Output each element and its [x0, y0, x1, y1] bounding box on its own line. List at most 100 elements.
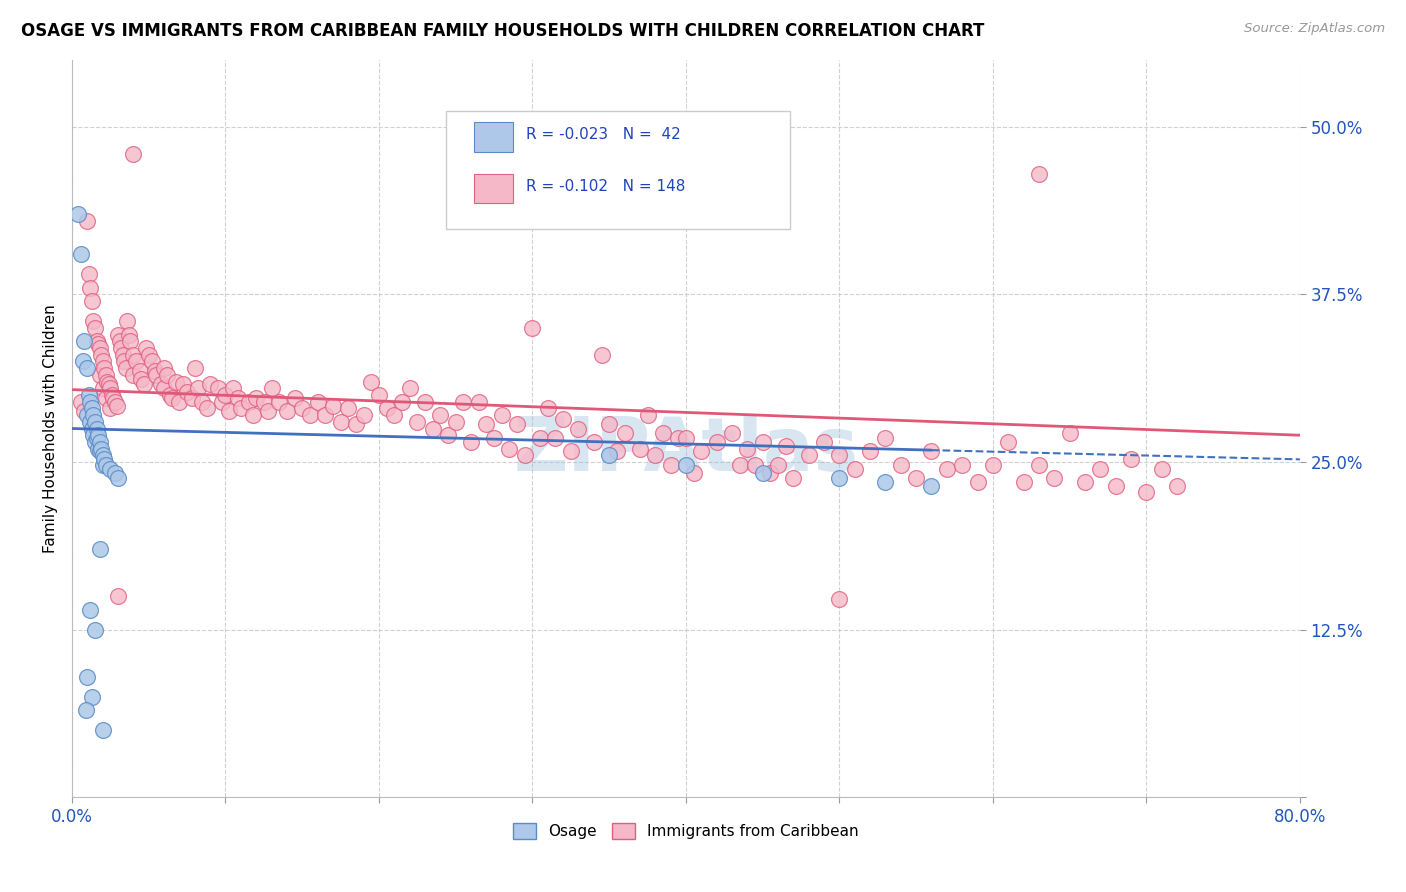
Point: [76, 408, 98, 422]
Point: [560, 444, 582, 458]
Point: [598, 448, 620, 462]
Point: [169, 394, 191, 409]
Point: [644, 448, 666, 462]
Point: [1059, 425, 1081, 440]
Point: [375, 401, 398, 416]
Point: [90, 348, 112, 362]
Point: [107, 471, 129, 485]
Point: [122, 368, 145, 382]
Point: [67, 207, 90, 221]
Point: [890, 458, 912, 472]
Point: [84, 623, 107, 637]
Point: [125, 354, 148, 368]
Point: [238, 394, 260, 409]
Point: [80, 690, 103, 704]
Point: [84, 434, 107, 449]
Point: [737, 442, 759, 456]
Point: [153, 361, 176, 376]
Point: [91, 448, 114, 462]
Point: [94, 391, 117, 405]
Point: [120, 334, 142, 349]
Point: [337, 401, 360, 416]
Point: [690, 444, 713, 458]
Point: [751, 434, 773, 449]
Point: [997, 434, 1019, 449]
Point: [89, 341, 111, 355]
Point: [766, 458, 789, 472]
Point: [260, 381, 283, 395]
Point: [242, 408, 264, 422]
Point: [775, 439, 797, 453]
Point: [160, 391, 183, 405]
Point: [828, 448, 851, 462]
Point: [129, 372, 152, 386]
Point: [77, 267, 100, 281]
Text: ZIPAtlas: ZIPAtlas: [513, 414, 859, 487]
Point: [628, 442, 651, 456]
Point: [89, 542, 111, 557]
Point: [176, 385, 198, 400]
Point: [91, 458, 114, 472]
Point: [307, 394, 329, 409]
Point: [100, 381, 122, 395]
Point: [553, 412, 575, 426]
Point: [276, 404, 298, 418]
Point: [184, 361, 207, 376]
Point: [368, 388, 391, 402]
Point: [89, 368, 111, 382]
Point: [591, 348, 613, 362]
Point: [475, 417, 498, 432]
Point: [859, 444, 882, 458]
Text: Source: ZipAtlas.com: Source: ZipAtlas.com: [1244, 22, 1385, 36]
Point: [195, 401, 218, 416]
Point: [198, 377, 221, 392]
Point: [706, 434, 728, 449]
Point: [875, 475, 897, 490]
Point: [180, 391, 202, 405]
Point: [950, 458, 973, 472]
Point: [80, 401, 103, 416]
Point: [82, 408, 104, 422]
Point: [191, 394, 214, 409]
Point: [637, 408, 659, 422]
Point: [100, 401, 122, 416]
Y-axis label: Family Households with Children: Family Households with Children: [44, 304, 58, 553]
Point: [86, 334, 108, 349]
Point: [1166, 479, 1188, 493]
Point: [651, 425, 673, 440]
Point: [122, 146, 145, 161]
Point: [905, 471, 928, 485]
Point: [110, 341, 132, 355]
Point: [82, 428, 104, 442]
Point: [828, 471, 851, 485]
Point: [77, 388, 100, 402]
Point: [80, 421, 103, 435]
Point: [606, 444, 628, 458]
Point: [344, 417, 367, 432]
Point: [159, 388, 181, 402]
Point: [981, 458, 1004, 472]
Point: [104, 466, 127, 480]
Point: [675, 431, 697, 445]
Point: [1074, 475, 1097, 490]
Point: [222, 381, 245, 395]
Point: [1150, 462, 1173, 476]
Point: [406, 415, 429, 429]
Point: [966, 475, 988, 490]
Point: [94, 458, 117, 472]
Point: [682, 466, 704, 480]
Point: [86, 431, 108, 445]
Point: [491, 408, 513, 422]
Point: [1043, 471, 1066, 485]
Point: [498, 442, 520, 456]
Point: [79, 280, 101, 294]
Point: [506, 417, 529, 432]
Point: [84, 415, 107, 429]
Point: [89, 444, 111, 458]
Point: [79, 394, 101, 409]
Point: [89, 434, 111, 449]
Point: [134, 377, 156, 392]
Point: [353, 408, 375, 422]
Point: [675, 458, 697, 472]
Point: [329, 415, 352, 429]
